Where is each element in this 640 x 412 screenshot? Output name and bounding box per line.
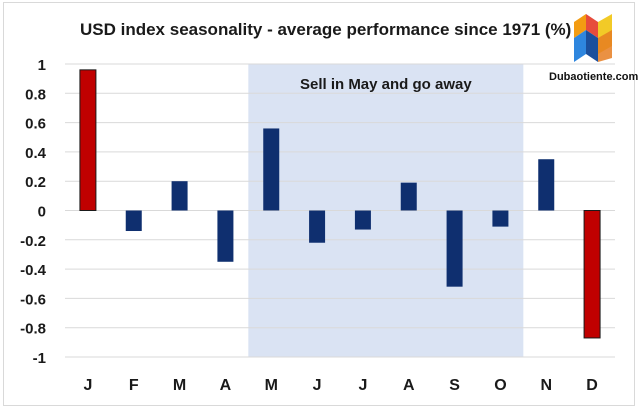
- x-tick-label: F: [129, 377, 139, 394]
- bar: [217, 210, 234, 262]
- bar: [583, 210, 601, 339]
- x-tick-label: S: [449, 377, 460, 394]
- chart-title: USD index seasonality - average performa…: [80, 20, 572, 39]
- y-tick-label: -0.4: [20, 262, 47, 279]
- bar: [492, 210, 509, 227]
- bar: [171, 181, 188, 211]
- bar: [446, 210, 463, 287]
- y-tick-label: -1: [33, 350, 46, 367]
- y-tick-label: 0.2: [25, 174, 46, 191]
- x-tick-label: M: [173, 377, 186, 394]
- bar: [125, 210, 142, 232]
- x-tick-label: J: [83, 377, 92, 394]
- y-tick-label: -0.2: [20, 233, 46, 250]
- y-tick-label: 0.4: [25, 145, 47, 162]
- y-tick-label: -0.8: [20, 321, 46, 338]
- dubaotiente-logo-icon: [574, 14, 612, 62]
- x-tick-label: D: [586, 377, 598, 394]
- x-tick-label: A: [220, 377, 232, 394]
- annotation-text: Sell in May and go away: [300, 76, 472, 93]
- y-tick-label: 0: [38, 204, 46, 221]
- bar: [538, 159, 555, 211]
- y-tick-label: 0.6: [25, 116, 46, 133]
- bar: [400, 182, 417, 211]
- y-tick-label: 1: [38, 57, 46, 74]
- bar: [263, 128, 280, 211]
- y-tick-label: 0.8: [25, 86, 46, 103]
- watermark-text: Dubaotiente.com: [549, 71, 639, 83]
- x-tick-label: J: [358, 377, 367, 394]
- x-tick-label: O: [494, 377, 506, 394]
- bar: [79, 69, 97, 211]
- x-tick-label: J: [313, 377, 322, 394]
- y-tick-label: -0.6: [20, 291, 46, 308]
- x-tick-label: M: [265, 377, 278, 394]
- x-tick-label: A: [403, 377, 415, 394]
- bar: [309, 210, 326, 243]
- x-tick-label: N: [540, 377, 552, 394]
- bar: [354, 210, 371, 230]
